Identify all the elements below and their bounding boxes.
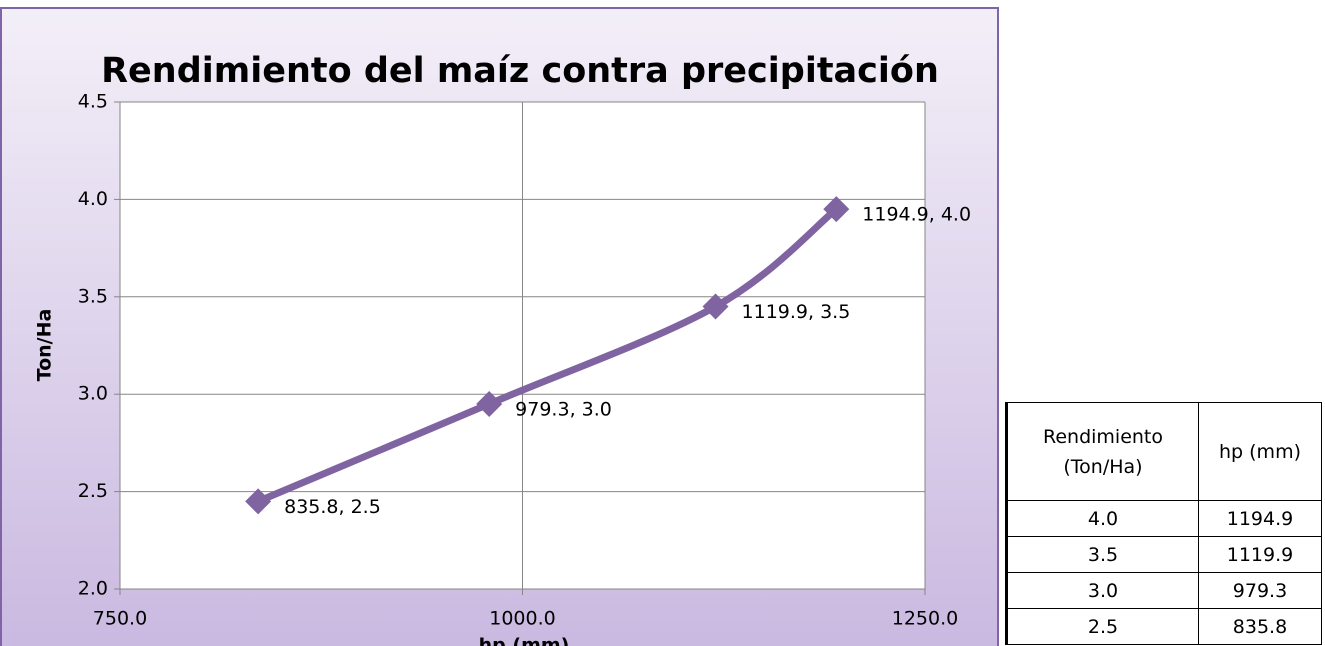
y-axis-label: Ton/Ha	[34, 309, 56, 382]
table-row: 2.5 835.8	[1005, 608, 1322, 645]
table-row: Rendimiento (Ton/Ha) hp (mm)	[1005, 402, 1322, 501]
y-tick-label: 3.5	[78, 285, 108, 307]
data-marker	[823, 196, 850, 223]
x-tick-label: 1250.0	[892, 608, 958, 630]
table-cell: 3.5	[1005, 536, 1199, 573]
data-line	[254, 205, 840, 505]
table-row: 3.5 1119.9	[1005, 536, 1322, 573]
table-cell: 4.0	[1005, 500, 1199, 537]
table-cell: hp (mm)	[1198, 402, 1322, 501]
y-tick-label: 2.5	[78, 480, 108, 502]
data-label: 1194.9, 4.0	[862, 204, 971, 226]
x-tick-label: 750.0	[93, 608, 147, 630]
data-label: 835.8, 2.5	[284, 496, 381, 518]
x-tick-label: 1000.0	[489, 608, 555, 630]
y-tick-label: 3.0	[78, 383, 108, 405]
table-cell: 835.8	[1198, 608, 1322, 645]
chart-title: Rendimiento del maíz contra precipitació…	[101, 51, 939, 91]
table-cell: 1119.9	[1198, 536, 1322, 573]
table-cell: 1194.9	[1198, 500, 1322, 537]
table-cell: 2.5	[1005, 608, 1199, 645]
table-cell: 979.3	[1198, 572, 1322, 609]
data-label: 979.3, 3.0	[515, 398, 612, 420]
table-cell: Rendimiento (Ton/Ha)	[1005, 402, 1199, 501]
data-table: Rendimiento (Ton/Ha) hp (mm) 4.0 1194.9 3.5 1…	[1005, 402, 1322, 645]
table-row: 3.0 979.3	[1005, 572, 1322, 609]
y-tick-label: 4.5	[78, 91, 108, 113]
x-axis-label: hp (mm)	[479, 635, 570, 646]
table-row: 4.0 1194.9	[1005, 500, 1322, 537]
data-label: 1119.9, 3.5	[742, 301, 851, 323]
chart: Rendimiento del maíz contra precipitació…	[0, 7, 999, 646]
data-marker	[702, 293, 729, 320]
table-cell: 3.0	[1005, 572, 1199, 609]
data-marker	[245, 488, 272, 515]
y-tick-label: 2.0	[78, 578, 108, 600]
y-tick-label: 4.0	[78, 188, 108, 210]
data-marker	[476, 390, 503, 417]
